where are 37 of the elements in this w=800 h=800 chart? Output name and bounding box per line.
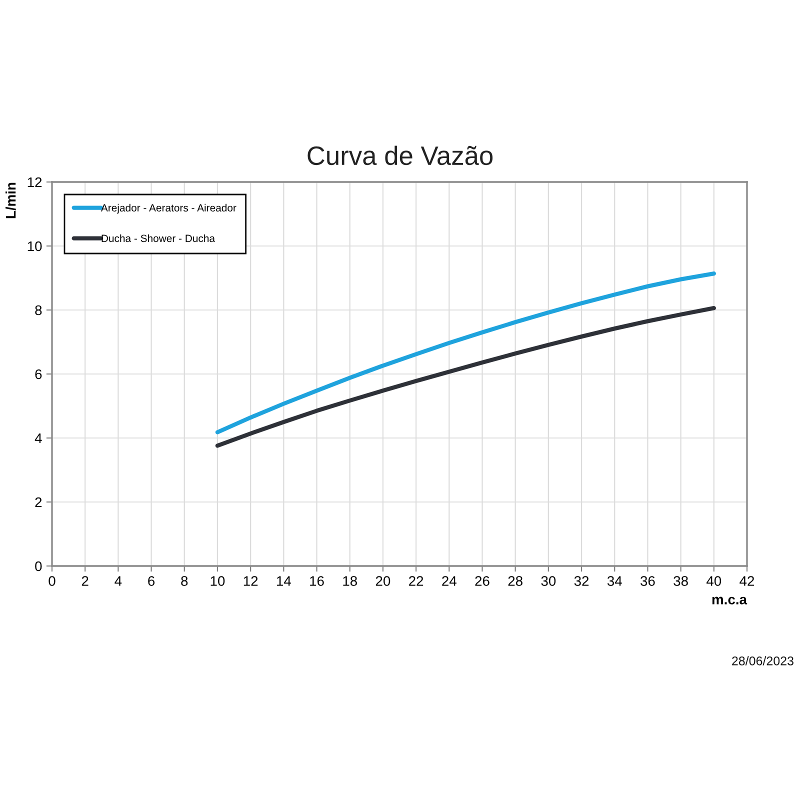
x-tick-label: 2 [82, 576, 88, 586]
legend-label: Arejador - Aerators - Aireador [100, 204, 236, 214]
y-tick-label: 12 [28, 177, 42, 188]
x-tick-label: 26 [475, 576, 490, 586]
line-series [215, 271, 716, 434]
x-tick-label: 36 [640, 576, 655, 586]
y-tick-label: 8 [35, 305, 42, 316]
x-tick-label: 28 [508, 576, 522, 586]
x-tick-label: 30 [541, 576, 556, 586]
x-tick-label: 32 [574, 576, 589, 586]
x-tick-label: 8 [181, 576, 188, 586]
y-tick-label: 2 [35, 497, 42, 508]
x-tick-label: 4 [114, 576, 122, 586]
x-axis-title: m.c.a [712, 596, 748, 604]
x-tick-label: 18 [343, 576, 357, 586]
x-tick-label: 14 [277, 576, 291, 586]
y-tick-label: 6 [35, 369, 42, 380]
x-tick-label: 16 [310, 576, 324, 586]
y-tick-label: 0 [35, 561, 42, 572]
y-tick-label: 10 [28, 241, 42, 252]
line-series [215, 306, 716, 448]
x-tick-label: 38 [674, 576, 688, 586]
legend-label: Ducha - Shower - Ducha [102, 234, 216, 242]
x-tick-label: 22 [409, 576, 424, 586]
chart-title: Curva de Vazão [308, 146, 493, 166]
x-tick-label: 6 [148, 576, 155, 586]
x-tick-label: 34 [607, 576, 622, 586]
text: 28/06/2023 [732, 656, 794, 666]
x-tick-label: 42 [740, 576, 754, 586]
y-tick-label: 4 [34, 433, 42, 444]
x-tick-label: 40 [706, 576, 722, 586]
x-tick-label: 0 [48, 576, 56, 586]
x-tick-label: 24 [442, 576, 456, 586]
x-tick-label: 12 [244, 576, 258, 586]
x-tick-label: 10 [210, 576, 225, 586]
x-tick-label: 20 [376, 576, 390, 586]
y-axis-title: L/min [6, 182, 16, 218]
